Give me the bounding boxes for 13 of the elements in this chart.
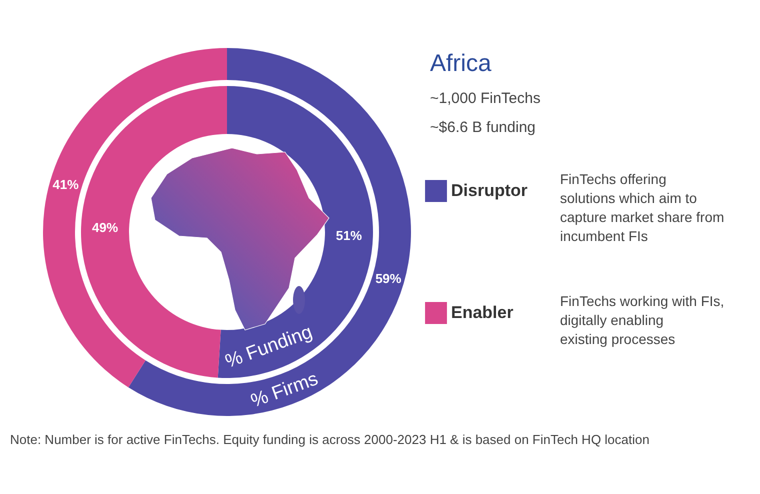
data-label: 41% xyxy=(52,177,80,192)
data-label: 51% xyxy=(336,228,362,243)
slice-label: % Firms xyxy=(248,368,321,412)
text: ~1,000 FinTechs xyxy=(430,90,540,107)
text: FinTechs working with FIs, digitally enabling existing processes xyxy=(560,293,724,347)
data-label: 49% xyxy=(92,220,119,236)
text: ~$6.6 B funding xyxy=(430,119,536,136)
data-label: 59% xyxy=(375,270,402,286)
text: Note: Number is for active FinTechs. Equity funding is across 2000-2023 H1 & is based on FinTech HQ location xyxy=(10,432,650,447)
text: FinTechs offering solutions which aim to capture market share from incumbent FIs xyxy=(560,171,724,244)
legend-label: Enabler xyxy=(451,303,514,322)
legend-label: Disruptor xyxy=(451,181,528,200)
chart-title: Africa xyxy=(430,50,492,77)
